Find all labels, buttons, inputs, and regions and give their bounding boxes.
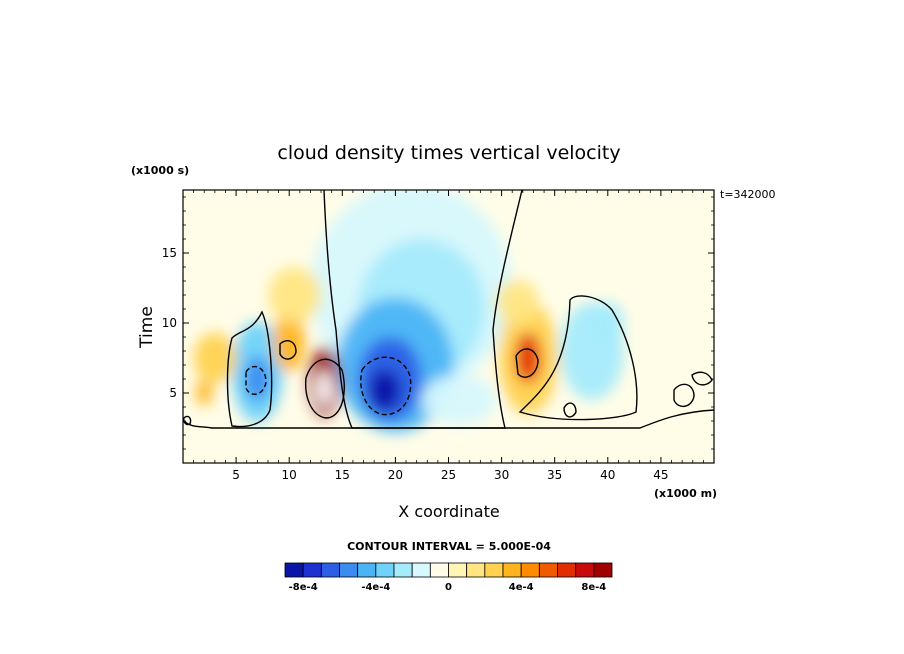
x-axis-label: X coordinate (398, 502, 499, 521)
field-blob (193, 332, 237, 384)
colorbar-swatch (448, 562, 468, 578)
colorbar-swatch (557, 562, 577, 578)
x-tick-label: 15 (335, 468, 350, 482)
blob-contour (691, 371, 713, 386)
colorbar-tick-label: 8e-4 (581, 582, 606, 593)
colorbar-tick-label: 4e-4 (509, 582, 534, 593)
x-tick-label: 45 (653, 468, 668, 482)
colorbar-tick-label: 0 (445, 582, 452, 593)
zero-contour (518, 295, 638, 421)
field-blob (244, 356, 271, 402)
colorbar-swatch (466, 562, 486, 578)
x-tick-label: 30 (494, 468, 509, 482)
colorbar-swatch (375, 562, 395, 578)
x-tick-label: 40 (600, 468, 615, 482)
y-axis-label: Time (137, 306, 157, 349)
field-blob (267, 267, 322, 323)
colorbar-swatch (393, 562, 413, 578)
x-tick-label: 5 (232, 468, 240, 482)
colorbar-swatch (411, 562, 431, 578)
x-tick-label: 20 (388, 468, 403, 482)
x-unit-label: (x1000 m) (654, 487, 717, 500)
baseline-contour (183, 409, 714, 429)
zero-contour (226, 310, 273, 428)
chart-title: cloud density times vertical velocity (277, 142, 620, 164)
field-blob (315, 370, 333, 407)
blob-contour (563, 402, 577, 418)
colorbar-swatch (593, 562, 613, 578)
field-blob (368, 369, 401, 412)
negative-contour (245, 365, 267, 395)
y-tick-label: 15 (162, 246, 177, 260)
colorbar-swatch (357, 562, 377, 578)
negative-contour (360, 356, 412, 416)
axes: 5 10 15 20 25 30 35 40 45 5 10 15 (162, 189, 715, 482)
field-blob (591, 302, 624, 344)
y-tick-label: 10 (162, 316, 177, 330)
field-blob (496, 279, 539, 325)
colorbar-swatch (284, 562, 304, 578)
colorbar-tick-label: -8e-4 (289, 582, 318, 593)
colorbar-tick-label: -4e-4 (361, 582, 390, 593)
y-tick-label: 5 (169, 386, 177, 400)
field-blob (195, 380, 213, 406)
colorbar-swatch (339, 562, 359, 578)
colorbar-swatch (429, 562, 449, 578)
x-tick-label: 10 (282, 468, 297, 482)
x-tick-label: 35 (547, 468, 562, 482)
y-unit-label: (x1000 s) (131, 164, 189, 177)
contour-interval-label: CONTOUR INTERVAL = 5.000E-04 (347, 540, 551, 553)
positive-contour (515, 348, 539, 378)
colorbar-swatch (520, 562, 540, 578)
colorbar-swatch (484, 562, 504, 578)
colorbar-swatch (575, 562, 595, 578)
time-stamp: t=342000 (720, 188, 776, 201)
field-layer (193, 190, 624, 433)
blob-contour (673, 383, 695, 407)
colorbar-swatch (302, 562, 322, 578)
colorbar-swatch (502, 562, 522, 578)
field-blob (515, 332, 541, 384)
contour-layer (183, 190, 714, 429)
field-blob (421, 374, 497, 426)
x-tick-label: 25 (441, 468, 456, 482)
positive-contour (279, 340, 297, 360)
colorbar-swatch (538, 562, 558, 578)
positive-contour (305, 358, 345, 419)
colorbar-swatch (320, 562, 340, 578)
colorbar: -8e-4 -4e-4 0 4e-4 8e-4 (284, 562, 613, 593)
